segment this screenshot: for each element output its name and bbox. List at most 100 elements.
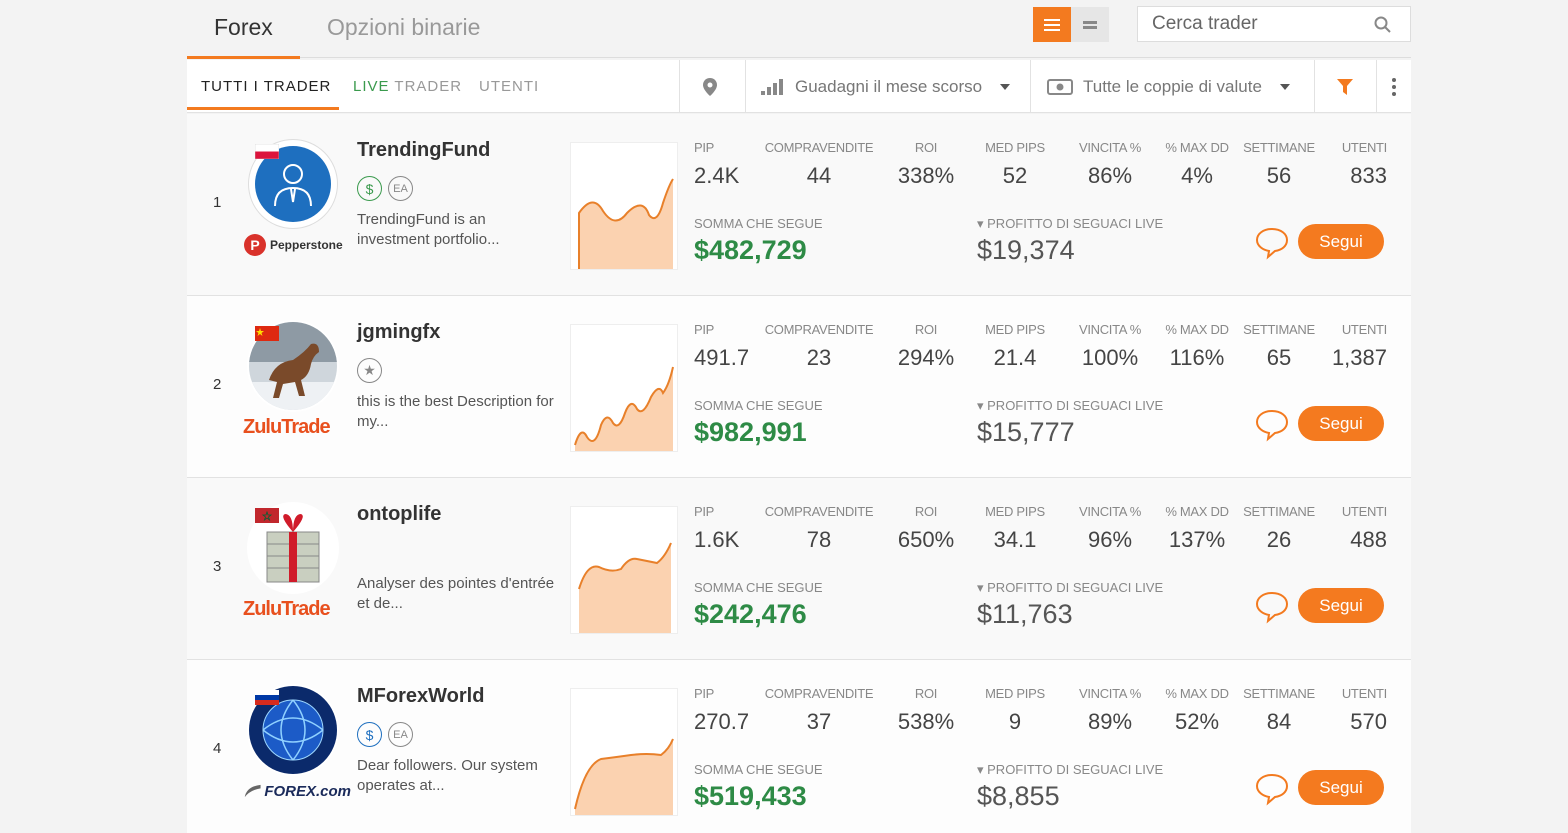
roi-label: ROI	[914, 140, 938, 155]
follow-button[interactable]: Segui	[1298, 770, 1384, 805]
filter-button[interactable]	[1315, 60, 1375, 113]
subtab-users[interactable]: UTENTI	[479, 78, 540, 95]
live-profit-label[interactable]: ▾ PROFITTO DI SEGUACI LIVE	[977, 762, 1164, 777]
avg-pips-label: MED PIPS	[985, 686, 1045, 701]
comment-icon[interactable]	[1255, 408, 1289, 442]
trader-name[interactable]: ontoplife	[357, 503, 442, 525]
chevron-down-icon	[1279, 83, 1290, 90]
star-badge-icon: ★	[357, 358, 382, 383]
compact-view-icon	[1083, 20, 1097, 29]
win-value: 86%	[1087, 163, 1133, 188]
pip-label: PIP	[694, 504, 715, 519]
search-box	[1137, 6, 1411, 42]
currency-pairs-dropdown[interactable]: Tutte le coppie di valute	[1047, 60, 1307, 113]
weeks-label: SETTIMANE	[1243, 140, 1315, 155]
avg-pips-label: MED PIPS	[985, 504, 1045, 519]
avatar[interactable]	[249, 504, 337, 592]
tab-binary-options[interactable]: Opzioni binarie	[327, 14, 481, 40]
trader-name[interactable]: TrendingFund	[357, 139, 491, 161]
search-icon[interactable]	[1374, 16, 1392, 34]
list-view-icon	[1044, 18, 1060, 31]
weeks-stat: SETTIMANE 56	[1241, 140, 1317, 189]
weeks-stat: SETTIMANE 26	[1241, 504, 1317, 553]
max-dd-label: % MAX DD	[1165, 504, 1229, 519]
broker-logo: FOREX.com	[243, 777, 351, 805]
badges: ★	[357, 358, 382, 383]
win-stat: VINCITA % 96%	[1071, 504, 1149, 553]
search-input[interactable]	[1152, 13, 1362, 35]
earnings-filter-label: Guadagni il mese scorso	[795, 76, 983, 96]
weeks-value: 65	[1266, 345, 1292, 370]
win-label: VINCITA %	[1078, 140, 1142, 155]
live-profit-label[interactable]: ▾ PROFITTO DI SEGUACI LIVE	[977, 580, 1164, 595]
subtab-all-traders[interactable]: TUTTI I TRADER	[201, 78, 332, 95]
active-subtab-indicator	[187, 107, 339, 110]
broker-logo: P Pepperstone	[243, 231, 351, 259]
zulutrade-logo-icon: ZuluTrade	[243, 415, 331, 438]
win-label: VINCITA %	[1078, 322, 1142, 337]
poland-flag-icon	[255, 144, 279, 159]
pip-stat: PIP 2.4K	[694, 140, 739, 189]
comment-icon[interactable]	[1255, 226, 1289, 260]
avg-pips-value: 52	[1002, 163, 1028, 188]
compact-view-button[interactable]	[1071, 7, 1109, 42]
tab-forex[interactable]: Forex	[214, 14, 273, 40]
comment-icon[interactable]	[1255, 772, 1289, 806]
businessman-icon	[255, 146, 331, 222]
active-tab-indicator	[187, 56, 300, 59]
trader-name[interactable]: jgmingfx	[357, 321, 441, 343]
follow-button[interactable]: Segui	[1298, 588, 1384, 623]
comment-icon[interactable]	[1255, 590, 1289, 624]
max-dd-label: % MAX DD	[1165, 686, 1229, 701]
live-profit-value: $19,374	[977, 235, 1075, 265]
roi-label: ROI	[914, 504, 938, 519]
weeks-label: SETTIMANE	[1243, 686, 1315, 701]
performance-sparkline	[570, 324, 678, 452]
trader-list: 1 P Pepperstone TrendingFund $ EA Trendi…	[187, 114, 1411, 833]
performance-sparkline	[570, 142, 678, 270]
avatar[interactable]	[249, 140, 337, 228]
live-profit-value: $15,777	[977, 417, 1075, 447]
currency-pairs-label: Tutte le coppie di valute	[1083, 76, 1262, 96]
list-view-button[interactable]	[1033, 7, 1071, 42]
trades-stat: COMPRAVENDITE 44	[763, 140, 875, 189]
market-tabs: Forex Opzioni binarie	[187, 0, 1411, 59]
live-profit-label[interactable]: ▾ PROFITTO DI SEGUACI LIVE	[977, 398, 1164, 413]
kebab-menu-icon	[1392, 77, 1396, 96]
roi-label: ROI	[914, 686, 938, 701]
users-value: 570	[1350, 709, 1387, 734]
broker-logo: ZuluTrade	[243, 595, 351, 623]
trades-label: COMPRAVENDITE	[764, 686, 874, 701]
trades-stat: COMPRAVENDITE 23	[763, 322, 875, 371]
roi-value: 338%	[897, 163, 955, 188]
users-stat: UTENTI 488	[1323, 504, 1387, 553]
pip-stat: PIP 1.6K	[694, 504, 739, 553]
money-icon	[1047, 78, 1073, 95]
location-filter-button[interactable]	[680, 60, 740, 113]
avg-pips-stat: MED PIPS 21.4	[975, 322, 1055, 371]
follow-button[interactable]: Segui	[1298, 406, 1384, 441]
trader-name[interactable]: MForexWorld	[357, 685, 485, 707]
dollar-badge-icon: $	[357, 176, 382, 201]
live-profit-label[interactable]: ▾ PROFITTO DI SEGUACI LIVE	[977, 216, 1164, 231]
trades-value: 37	[806, 709, 832, 734]
roi-value: 650%	[897, 527, 955, 552]
china-flag-icon	[255, 326, 279, 341]
live-label: LIVE	[353, 78, 390, 95]
win-label: VINCITA %	[1078, 504, 1142, 519]
win-stat: VINCITA % 89%	[1071, 686, 1149, 735]
zulutrade-logo-icon: ZuluTrade	[243, 597, 331, 620]
trades-label: COMPRAVENDITE	[764, 504, 874, 519]
pip-value: 2.4K	[694, 163, 740, 188]
trader-row: 1 P Pepperstone TrendingFund $ EA Trendi…	[187, 114, 1411, 296]
subtab-live-traders[interactable]: LIVE TRADER	[353, 78, 462, 95]
earnings-dropdown[interactable]: Guadagni il mese scorso	[761, 60, 1026, 113]
users-label: UTENTI	[1341, 686, 1387, 701]
max-dd-stat: % MAX DD 4%	[1159, 140, 1235, 189]
more-options-button[interactable]	[1377, 60, 1411, 113]
trader-row: 3 ZuluTrade ontoplife Analyser des point…	[187, 478, 1411, 660]
weeks-stat: SETTIMANE 84	[1241, 686, 1317, 735]
win-stat: VINCITA % 100%	[1071, 322, 1149, 371]
follow-button[interactable]: Segui	[1298, 224, 1384, 259]
max-dd-value: 52%	[1174, 709, 1220, 734]
